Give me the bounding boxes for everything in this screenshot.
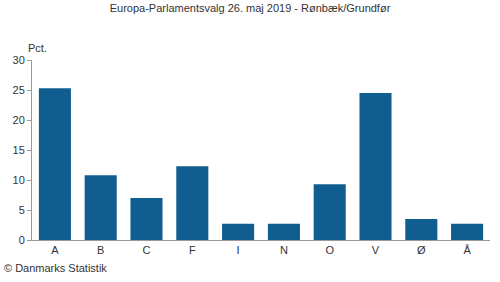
svg-text:O: O: [325, 244, 334, 256]
svg-text:I: I: [237, 244, 240, 256]
svg-text:Ø: Ø: [417, 244, 426, 256]
svg-text:A: A: [51, 244, 59, 256]
svg-text:Å: Å: [463, 244, 471, 256]
svg-text:5: 5: [19, 204, 25, 216]
svg-text:30: 30: [13, 54, 25, 66]
svg-text:20: 20: [13, 114, 25, 126]
svg-text:B: B: [97, 244, 104, 256]
svg-text:F: F: [189, 244, 196, 256]
svg-text:C: C: [143, 244, 151, 256]
svg-text:Europa-Parlamentsvalg 26. maj: Europa-Parlamentsvalg 26. maj 2019 - Røn…: [110, 2, 391, 14]
svg-text:N: N: [280, 244, 288, 256]
svg-text:0: 0: [19, 234, 25, 246]
svg-text:V: V: [372, 244, 380, 256]
svg-text:© Danmarks Statistik: © Danmarks Statistik: [4, 262, 107, 274]
svg-text:10: 10: [13, 174, 25, 186]
svg-text:Pct.: Pct.: [28, 42, 47, 54]
svg-text:25: 25: [13, 84, 25, 96]
svg-text:15: 15: [13, 144, 25, 156]
